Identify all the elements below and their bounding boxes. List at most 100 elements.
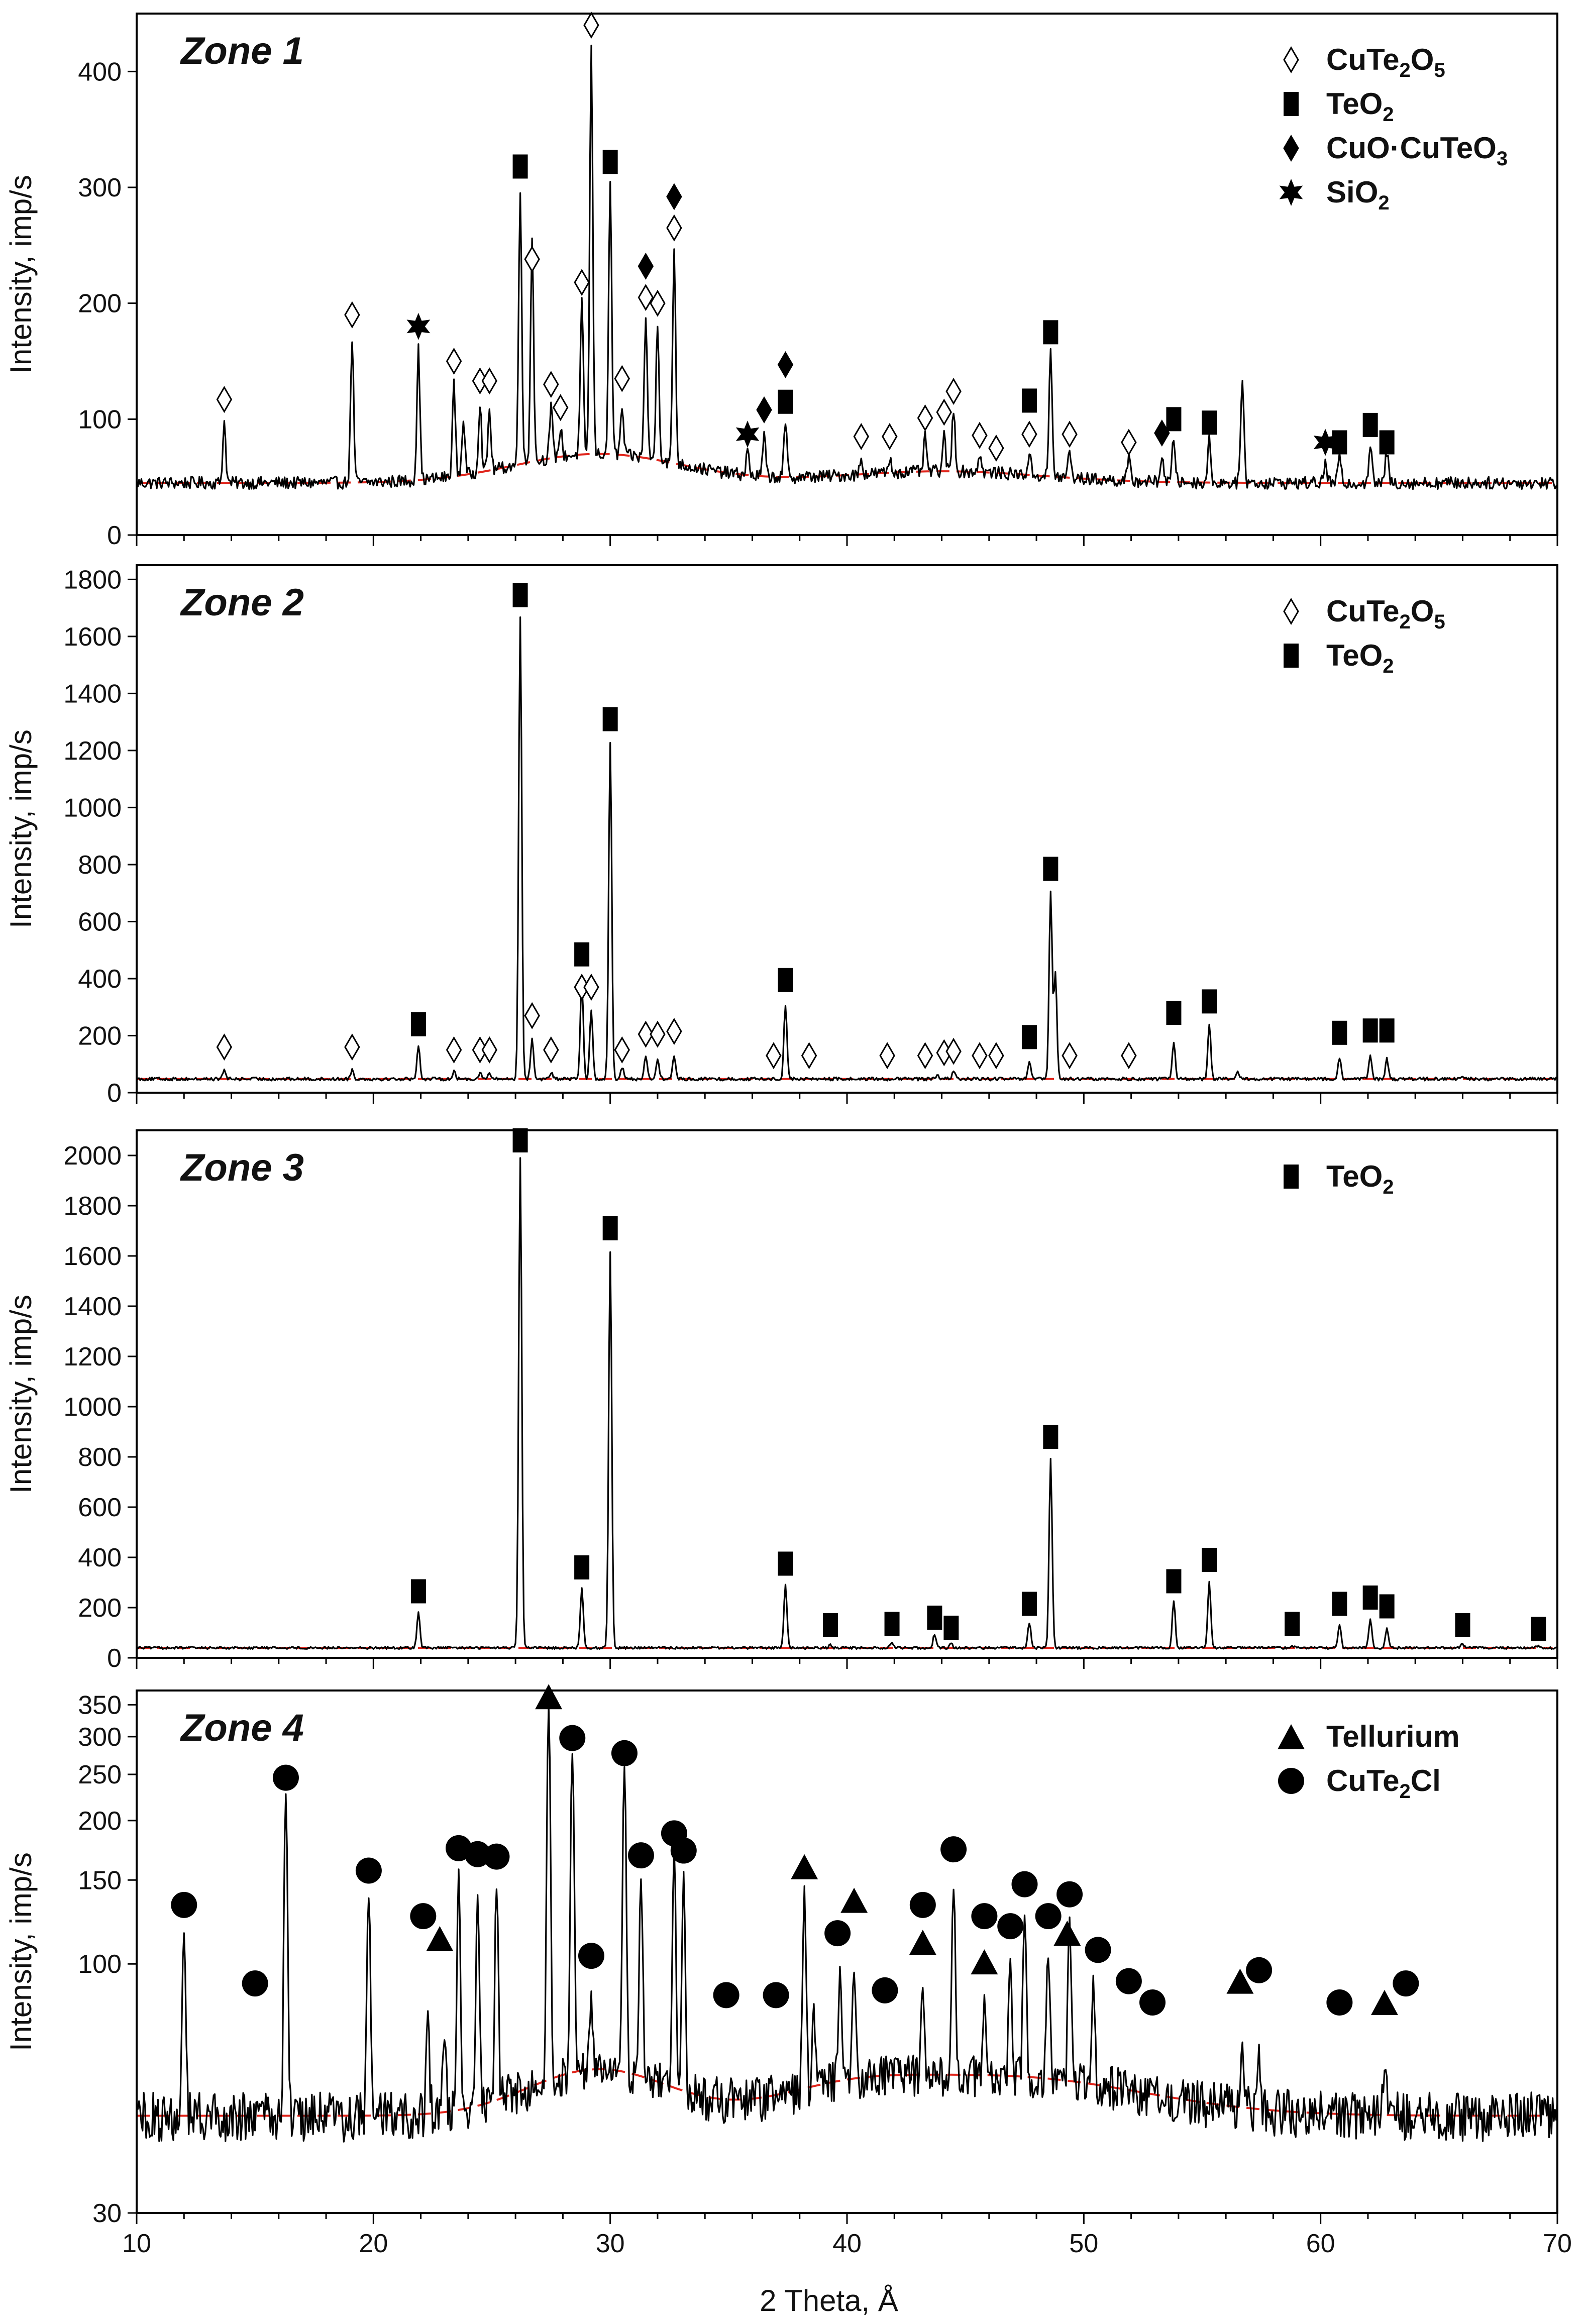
zone-title: Zone 1 bbox=[180, 30, 304, 72]
legend-label: TeO2 bbox=[1326, 639, 1394, 677]
peak-marker-square bbox=[1332, 1592, 1347, 1616]
peak-marker-diamond-open bbox=[766, 1042, 782, 1070]
y-tick-label: 2000 bbox=[63, 1141, 122, 1171]
peak-marker-diamond-open bbox=[574, 269, 590, 296]
legend-marker-triangle bbox=[1278, 1724, 1305, 1749]
peak-marker-diamond-open bbox=[543, 1036, 559, 1064]
x-tick-label: 20 bbox=[359, 2229, 388, 2258]
peak-marker-circle bbox=[627, 1842, 654, 1869]
y-tick-label: 200 bbox=[78, 289, 122, 319]
legend-label: CuO·CuTeO3 bbox=[1326, 131, 1508, 170]
legend-marker-diamond-filled bbox=[1283, 135, 1299, 162]
peak-marker-square bbox=[602, 150, 618, 174]
x-tick-label: 10 bbox=[122, 2229, 151, 2258]
plot-frame bbox=[136, 1689, 1558, 2214]
y-tick-label: 1400 bbox=[63, 1292, 122, 1321]
legend-label: TeO2 bbox=[1326, 87, 1394, 126]
y-tick-label: 200 bbox=[78, 1594, 122, 1623]
peak-marker-square bbox=[1332, 430, 1347, 455]
peak-marker-square bbox=[1021, 1025, 1037, 1049]
peak-marker-circle bbox=[464, 1841, 491, 1867]
peak-marker-diamond-open bbox=[1121, 429, 1137, 456]
peak-marker-square bbox=[512, 1128, 528, 1152]
legend-marker-square bbox=[1284, 92, 1299, 116]
y-tick-label: 400 bbox=[78, 1543, 122, 1572]
zone-title: Zone 3 bbox=[180, 1146, 304, 1189]
peak-marker-circle bbox=[909, 1891, 936, 1918]
peak-marker-square bbox=[884, 1612, 900, 1636]
peak-marker-circle bbox=[410, 1903, 437, 1930]
peak-marker-square bbox=[1021, 1592, 1037, 1616]
peak-marker-circle bbox=[1056, 1881, 1083, 1908]
peak-marker-circle bbox=[971, 1903, 998, 1930]
y-tick-label: 1600 bbox=[63, 622, 122, 652]
peak-marker-square bbox=[1202, 410, 1217, 435]
peak-marker-circle bbox=[763, 1982, 789, 2009]
y-tick-label: 100 bbox=[78, 1950, 122, 1979]
peak-marker-diamond-open bbox=[638, 284, 654, 311]
peak-marker-square bbox=[823, 1613, 838, 1637]
peak-marker-square bbox=[410, 1012, 426, 1036]
peak-marker-square bbox=[1043, 320, 1059, 345]
x-tick-label: 50 bbox=[1069, 2229, 1098, 2258]
legend-marker-diamond-open bbox=[1283, 598, 1299, 625]
zone-title: Zone 4 bbox=[180, 1707, 304, 1749]
peak-marker-diamond-open bbox=[917, 1042, 933, 1070]
peak-marker-square bbox=[574, 1555, 590, 1579]
peak-marker-star bbox=[406, 312, 431, 340]
y-tick-label: 1600 bbox=[63, 1242, 122, 1271]
peak-marker-diamond-open bbox=[614, 1036, 630, 1064]
peak-marker-circle bbox=[713, 1982, 739, 2009]
peak-marker-square bbox=[1362, 1586, 1378, 1610]
peak-marker-triangle bbox=[971, 1949, 998, 1975]
x-tick-label: 40 bbox=[832, 2229, 862, 2258]
legend-marker-square bbox=[1284, 1165, 1299, 1189]
peak-marker-circle bbox=[1035, 1903, 1062, 1930]
legend-label: TeO2 bbox=[1326, 1159, 1394, 1198]
legend-marker-circle bbox=[1278, 1768, 1304, 1794]
peak-marker-diamond-open bbox=[879, 1042, 895, 1070]
peak-marker-square bbox=[943, 1616, 959, 1640]
y-tick-label: 100 bbox=[78, 405, 122, 434]
legend-marker-diamond-open bbox=[1283, 46, 1299, 73]
peak-marker-diamond-open bbox=[524, 246, 540, 273]
peak-marker-square bbox=[778, 968, 793, 992]
y-tick-label: 0 bbox=[107, 1644, 122, 1673]
peak-marker-circle bbox=[1011, 1871, 1038, 1897]
peak-marker-diamond-open bbox=[446, 348, 462, 375]
peak-marker-triangle bbox=[909, 1930, 936, 1955]
peak-marker-diamond-open bbox=[1021, 420, 1037, 448]
y-axis-label: Intensity, imp/s bbox=[4, 1295, 38, 1494]
peak-marker-diamond-open bbox=[945, 377, 962, 405]
peak-marker-circle bbox=[355, 1857, 382, 1884]
peak-marker-square bbox=[1021, 388, 1037, 413]
peak-marker-circle bbox=[1139, 1989, 1166, 2016]
peak-marker-diamond-open bbox=[481, 1036, 498, 1064]
peak-marker-circle bbox=[559, 1725, 586, 1751]
peak-marker-square bbox=[1362, 412, 1378, 437]
x-axis-ticks: 10 20 30 40 50 60 70 bbox=[122, 2229, 1572, 2258]
peak-marker-square bbox=[1455, 1613, 1470, 1637]
peak-marker-square bbox=[602, 707, 618, 731]
y-tick-label: 200 bbox=[78, 1021, 122, 1050]
peak-marker-square bbox=[1202, 989, 1217, 1014]
peak-marker-diamond-open bbox=[666, 214, 682, 242]
y-tick-label: 300 bbox=[78, 1723, 122, 1752]
peak-marker-square bbox=[927, 1606, 942, 1630]
peak-marker-triangle bbox=[1370, 1989, 1398, 2015]
legend-marker-star bbox=[1279, 179, 1303, 206]
zone-panel-3: 0 200 400 600 800 1000 1200 1400 1600 1800 2000 Int… bbox=[4, 1128, 1558, 1673]
peak-marker-diamond-open bbox=[583, 12, 599, 39]
zone-panel-4: 30 100 150 200 250 300 350 Intensity, imp/s Zone… bbox=[4, 1684, 1558, 2228]
legend-marker-square bbox=[1284, 644, 1299, 668]
diffraction-pattern-line bbox=[136, 1157, 1558, 1650]
peak-marker-diamond-open bbox=[853, 422, 870, 450]
peak-marker-square bbox=[1379, 1594, 1395, 1619]
y-axis-label: Intensity, imp/s bbox=[4, 175, 38, 374]
y-tick-label: 1800 bbox=[63, 1192, 122, 1221]
x-tick-label: 60 bbox=[1306, 2229, 1335, 2258]
peak-marker-diamond-open bbox=[988, 1042, 1004, 1070]
y-tick-label: 250 bbox=[78, 1760, 122, 1789]
peak-marker-circle bbox=[242, 1970, 268, 1997]
